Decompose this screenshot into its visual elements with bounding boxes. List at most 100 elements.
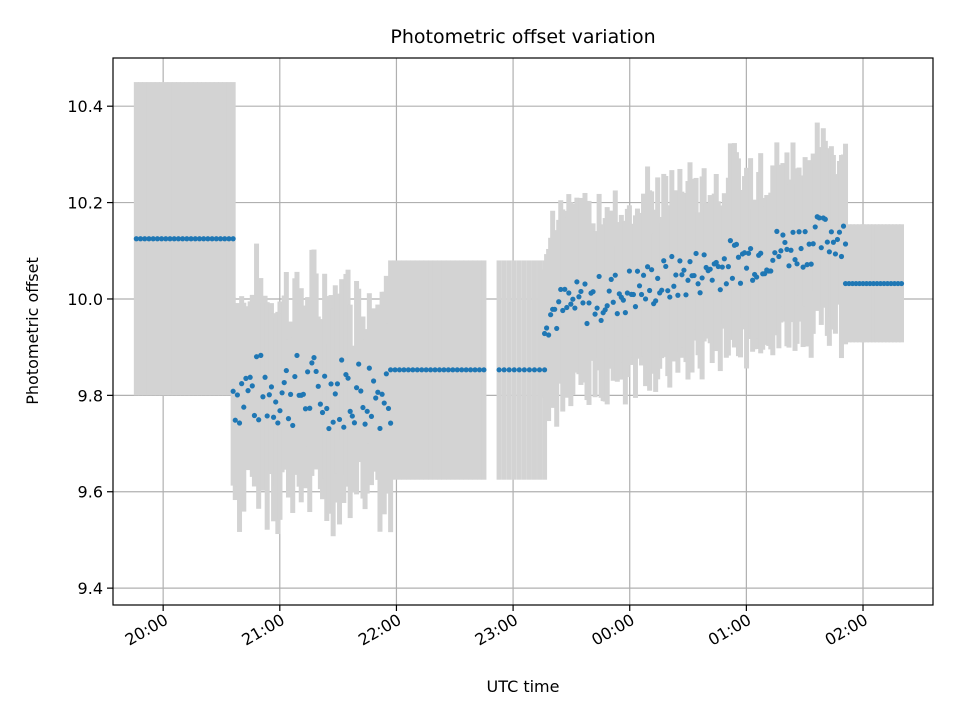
data-point xyxy=(370,378,377,384)
data-point xyxy=(679,272,685,278)
data-point xyxy=(319,409,326,416)
data-point xyxy=(516,367,522,373)
data-point xyxy=(247,374,253,380)
data-point xyxy=(146,236,152,242)
data-point xyxy=(638,291,645,298)
data-point xyxy=(287,391,294,397)
data-point xyxy=(673,272,679,278)
data-point xyxy=(558,286,564,293)
data-point xyxy=(701,252,707,258)
data-point xyxy=(794,261,800,267)
data-point xyxy=(842,241,849,247)
data-point xyxy=(632,304,639,310)
data-point xyxy=(213,236,219,242)
data-point xyxy=(721,256,727,262)
data-point xyxy=(836,229,843,235)
data-point xyxy=(332,391,338,397)
data-point xyxy=(806,241,812,247)
data-point xyxy=(898,280,905,287)
data-point xyxy=(816,215,822,221)
data-point xyxy=(232,417,238,423)
data-point xyxy=(570,296,576,302)
y-tick-label: 9.4 xyxy=(78,579,103,598)
data-point xyxy=(324,405,330,412)
data-point xyxy=(137,236,144,242)
data-point xyxy=(273,399,279,405)
data-point xyxy=(697,290,703,296)
data-point xyxy=(300,391,306,397)
data-point xyxy=(691,272,697,279)
data-point xyxy=(467,367,474,373)
data-point xyxy=(184,236,190,242)
data-point xyxy=(564,304,570,311)
data-point xyxy=(521,367,527,373)
data-point xyxy=(602,307,608,313)
data-point xyxy=(659,287,665,293)
data-point xyxy=(719,264,725,270)
data-point xyxy=(640,272,647,278)
data-point xyxy=(275,420,281,426)
data-point xyxy=(614,311,620,317)
data-point xyxy=(683,292,689,298)
data-point xyxy=(283,367,289,374)
data-point xyxy=(392,367,398,373)
data-point xyxy=(188,236,194,242)
data-point xyxy=(586,300,592,306)
data-point xyxy=(596,273,602,280)
data-point xyxy=(580,300,586,306)
data-point xyxy=(334,381,341,387)
data-point xyxy=(824,239,830,245)
data-point xyxy=(604,303,610,309)
data-point xyxy=(373,395,379,401)
data-point xyxy=(554,325,560,332)
data-point xyxy=(804,262,810,268)
y-tick-label: 10.0 xyxy=(67,290,103,309)
data-point xyxy=(311,355,317,361)
data-point xyxy=(317,401,323,407)
data-point xyxy=(768,268,774,274)
data-point xyxy=(256,417,262,423)
data-point xyxy=(236,420,243,426)
data-point xyxy=(612,272,618,278)
data-point xyxy=(262,374,268,380)
y-axis-label: Photometric offset xyxy=(23,257,42,405)
data-point xyxy=(754,274,760,280)
data-point xyxy=(410,367,416,373)
data-point xyxy=(241,404,247,410)
y-tick-label: 9.6 xyxy=(78,483,103,502)
data-point xyxy=(693,250,699,257)
data-point xyxy=(163,236,169,242)
data-point xyxy=(366,365,372,371)
data-point xyxy=(472,367,478,373)
data-point xyxy=(290,422,296,429)
data-point xyxy=(669,253,675,260)
data-point xyxy=(167,236,173,242)
data-point xyxy=(171,236,177,242)
y-axis-ticks: 9.4 9.6 9.8 10.0 10.2 10.4 xyxy=(67,97,113,598)
data-point xyxy=(441,367,447,373)
data-point xyxy=(405,367,411,373)
data-point xyxy=(788,247,794,253)
data-point xyxy=(322,373,328,379)
data-point xyxy=(302,406,309,412)
data-point xyxy=(305,369,311,375)
data-point xyxy=(798,245,804,252)
data-point xyxy=(506,367,512,373)
data-point xyxy=(770,257,776,263)
data-point xyxy=(552,306,558,312)
data-point xyxy=(383,371,389,377)
data-point xyxy=(281,379,287,386)
data-point xyxy=(747,245,754,252)
x-axis-label: UTC time xyxy=(487,677,560,696)
data-point xyxy=(277,408,283,414)
data-point xyxy=(445,367,451,373)
data-point xyxy=(624,290,630,296)
data-point xyxy=(796,229,802,235)
data-point xyxy=(388,420,394,426)
data-point xyxy=(642,296,649,302)
data-point xyxy=(687,259,693,265)
data-point xyxy=(834,236,841,243)
data-point xyxy=(737,280,744,286)
data-point xyxy=(626,268,633,274)
data-point xyxy=(481,367,487,373)
